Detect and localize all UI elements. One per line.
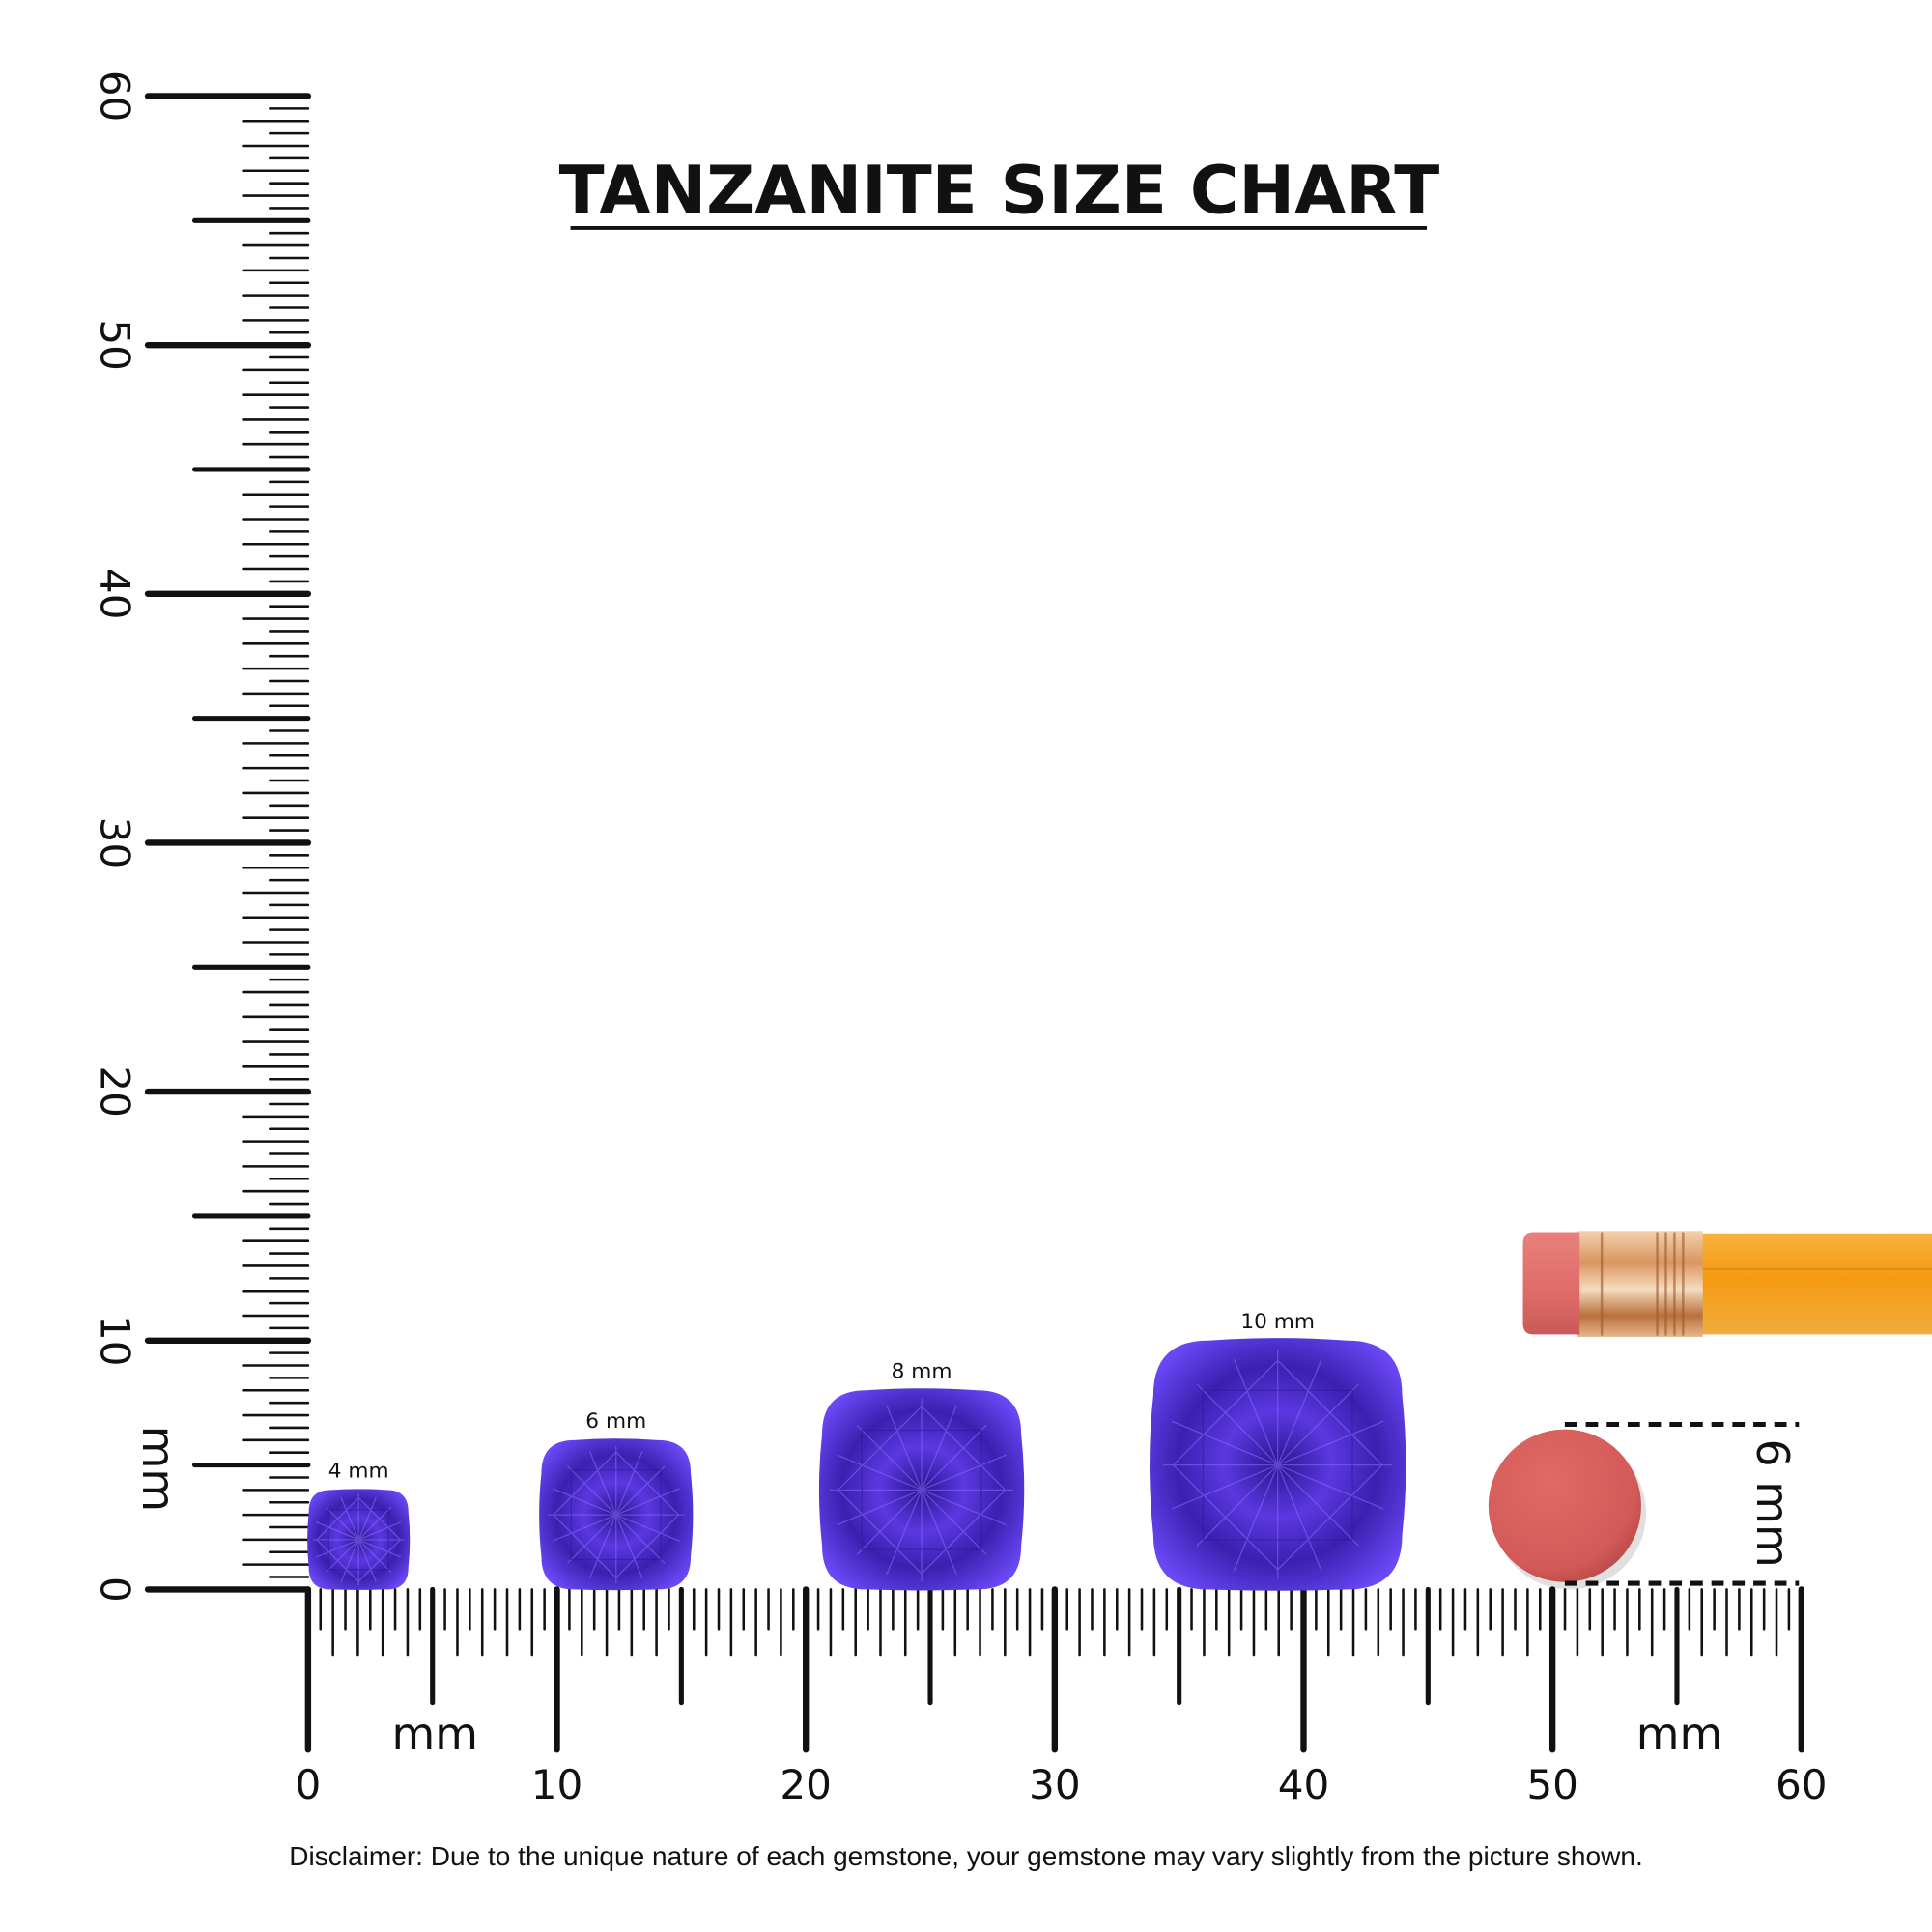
vertical-unit-label: mm	[132, 1426, 185, 1512]
vertical-ruler-label: 60	[92, 71, 139, 123]
vertical-ruler-label: 30	[92, 817, 139, 869]
vertical-ruler-label: 40	[92, 568, 139, 620]
gem-6mm: 6 mm	[539, 1409, 694, 1591]
dimension-label: 6 mm	[1747, 1438, 1799, 1567]
vertical-ruler-label: 50	[92, 319, 139, 371]
pencil-image	[1522, 1231, 1932, 1337]
gem-size-label: 8 mm	[892, 1360, 952, 1384]
vertical-ruler-label: 20	[92, 1065, 139, 1118]
horizontal-ruler-label: 30	[1029, 1761, 1081, 1808]
horizontal-ruler-label: 50	[1526, 1761, 1578, 1808]
horizontal-unit-label-right: mm	[1636, 1708, 1722, 1760]
eraser-circle	[1488, 1429, 1641, 1582]
gem-8mm: 8 mm	[818, 1360, 1025, 1591]
gem-facets	[830, 1398, 1013, 1582]
gem-size-label: 6 mm	[585, 1409, 646, 1434]
horizontal-ruler-label: 40	[1278, 1761, 1330, 1808]
horizontal-ruler-label: 0	[295, 1761, 321, 1808]
gem-size-label: 4 mm	[328, 1460, 389, 1484]
gem-facets	[547, 1445, 685, 1584]
gem-10mm: 10 mm	[1150, 1310, 1406, 1591]
horizontal-ruler-label: 20	[780, 1761, 832, 1808]
gem-facets	[312, 1493, 405, 1586]
pencil-eraser-tip	[1522, 1232, 1580, 1335]
vertical-ruler-label: 0	[92, 1577, 139, 1603]
eraser-reference: 6 mm	[1488, 1421, 1800, 1590]
vertical-ruler-labels: 0 10 20 30 40 50 60	[92, 71, 139, 1603]
chart-title: TANZANITE SIZE CHART	[559, 153, 1440, 230]
horizontal-unit-label-left: mm	[392, 1708, 478, 1760]
horizontal-ruler-label: 60	[1776, 1761, 1828, 1808]
vertical-ruler	[144, 93, 312, 1593]
gem-group: 4 mm 6 mm 8 mm 10 mm	[307, 1310, 1406, 1591]
gem-4mm: 4 mm	[307, 1460, 411, 1590]
pencil-body	[1700, 1233, 1932, 1335]
horizontal-ruler-labels: 0 10 20 30 40 50 60	[295, 1761, 1827, 1808]
gem-size-label: 10 mm	[1240, 1310, 1315, 1334]
disclaimer-text: Disclaimer: Due to the unique nature of …	[289, 1841, 1642, 1871]
horizontal-ruler-label: 10	[531, 1761, 583, 1808]
horizontal-ruler	[304, 1586, 1804, 1753]
gem-facets	[1163, 1350, 1393, 1580]
vertical-ruler-label: 10	[92, 1315, 139, 1367]
